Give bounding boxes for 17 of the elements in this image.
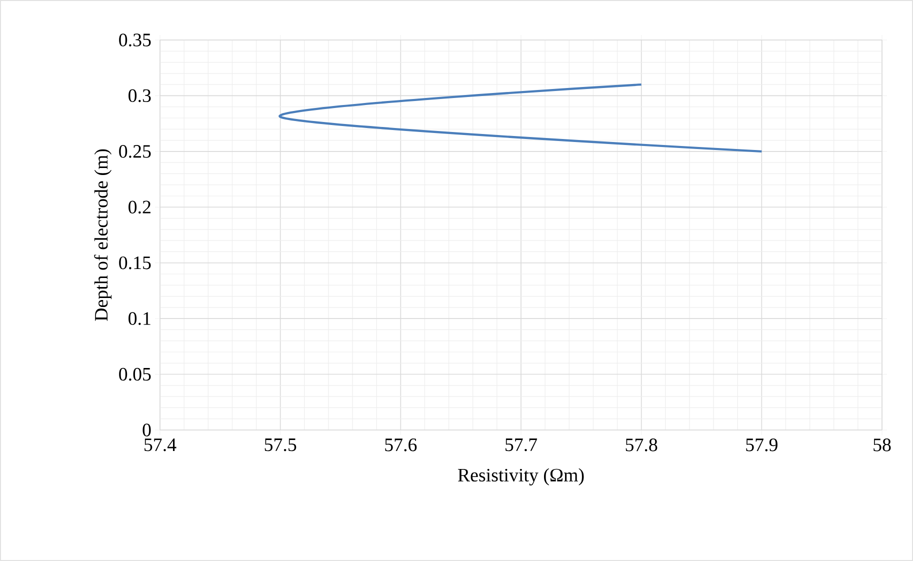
y-tick-label: 0.1 — [128, 312, 150, 325]
x-tick-label: 57.6 — [385, 438, 417, 452]
y-tick-label: 0.25 — [119, 145, 151, 158]
y-tick-label: 0.05 — [119, 368, 151, 381]
y-tick-label: 0.35 — [119, 34, 151, 46]
x-tick-label: 58 — [874, 438, 891, 452]
y-tick-label: 0 — [142, 424, 151, 436]
y-tick-label: 0.2 — [128, 200, 150, 214]
x-axis-title: Resistivity (Ωm) — [458, 468, 584, 486]
x-tick-label: 57.4 — [144, 438, 176, 452]
y-tick-label: 0.3 — [128, 89, 151, 102]
x-tick-label: 57.5 — [264, 438, 296, 452]
y-axis-title: Depth of electrode (m) — [94, 149, 112, 321]
x-tick-label: 57.9 — [746, 438, 778, 452]
x-tick-label: 57.8 — [626, 438, 658, 452]
y-tick-label: 0.15 — [119, 256, 151, 270]
x-tick-label: 57.7 — [506, 438, 538, 452]
